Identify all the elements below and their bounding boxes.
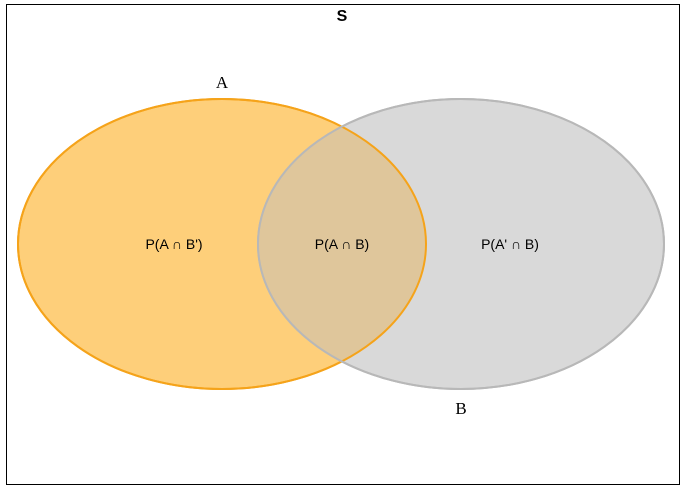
- set-a-label: A: [216, 73, 229, 92]
- universe-label: S: [337, 8, 348, 25]
- region-intersection-label: P(A ∩ B): [315, 236, 369, 252]
- region-b-only-label: P(A' ∩ B): [481, 236, 539, 252]
- region-a-only-label: P(A ∩ B'): [145, 236, 202, 252]
- set-a-outline: [17, 98, 427, 390]
- set-b-label: B: [455, 399, 466, 418]
- set-b-outline: [257, 98, 665, 390]
- intersection-region: [258, 99, 426, 389]
